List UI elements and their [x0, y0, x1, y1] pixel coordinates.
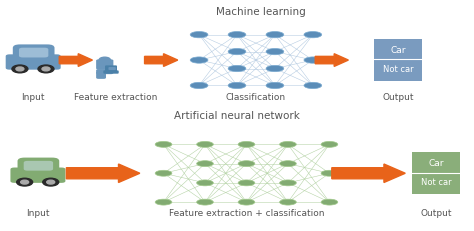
FancyBboxPatch shape	[13, 44, 55, 60]
Ellipse shape	[266, 49, 284, 55]
Ellipse shape	[238, 180, 255, 186]
Ellipse shape	[238, 199, 255, 205]
Text: Not car: Not car	[383, 65, 413, 74]
Text: Output: Output	[420, 209, 452, 218]
FancyBboxPatch shape	[96, 59, 113, 70]
FancyBboxPatch shape	[105, 65, 117, 72]
FancyBboxPatch shape	[24, 161, 53, 171]
Ellipse shape	[190, 31, 208, 38]
FancyBboxPatch shape	[412, 152, 460, 194]
Ellipse shape	[228, 65, 246, 72]
Circle shape	[16, 67, 24, 71]
Ellipse shape	[266, 31, 284, 38]
Ellipse shape	[190, 57, 208, 63]
Text: Car: Car	[391, 46, 406, 55]
Ellipse shape	[155, 170, 172, 176]
Circle shape	[43, 178, 59, 186]
Ellipse shape	[321, 170, 338, 176]
Ellipse shape	[321, 141, 338, 147]
Text: Input: Input	[26, 209, 50, 218]
FancyBboxPatch shape	[103, 70, 118, 74]
Circle shape	[99, 57, 110, 63]
Ellipse shape	[304, 31, 322, 38]
Ellipse shape	[155, 199, 172, 205]
FancyArrow shape	[59, 54, 92, 67]
Circle shape	[42, 67, 50, 71]
Text: Artificial neural network: Artificial neural network	[174, 111, 300, 121]
FancyBboxPatch shape	[19, 48, 48, 58]
Text: Feature extraction: Feature extraction	[74, 94, 158, 103]
Text: Car: Car	[428, 159, 444, 168]
Ellipse shape	[304, 82, 322, 89]
Text: Feature extraction + classification: Feature extraction + classification	[169, 209, 324, 218]
Ellipse shape	[228, 31, 246, 38]
Text: Classification: Classification	[226, 94, 286, 103]
FancyBboxPatch shape	[96, 72, 106, 79]
Circle shape	[17, 178, 33, 186]
FancyBboxPatch shape	[6, 54, 61, 70]
Circle shape	[47, 180, 55, 184]
Text: Input: Input	[21, 94, 45, 103]
Text: Machine learning: Machine learning	[216, 7, 306, 17]
FancyArrow shape	[145, 54, 178, 67]
Ellipse shape	[228, 49, 246, 55]
Ellipse shape	[197, 180, 213, 186]
Text: Not car: Not car	[421, 178, 451, 187]
Ellipse shape	[304, 57, 322, 63]
Ellipse shape	[197, 199, 213, 205]
Ellipse shape	[280, 180, 296, 186]
FancyArrow shape	[315, 54, 348, 67]
Ellipse shape	[238, 141, 255, 147]
Ellipse shape	[321, 199, 338, 205]
Ellipse shape	[228, 82, 246, 89]
Text: Output: Output	[383, 94, 414, 103]
FancyArrow shape	[332, 164, 405, 182]
Circle shape	[38, 65, 54, 73]
FancyBboxPatch shape	[10, 167, 65, 183]
FancyBboxPatch shape	[374, 39, 422, 81]
FancyBboxPatch shape	[18, 158, 59, 173]
Ellipse shape	[280, 199, 296, 205]
Ellipse shape	[238, 161, 255, 167]
Ellipse shape	[197, 141, 213, 147]
FancyArrow shape	[66, 164, 140, 182]
Ellipse shape	[266, 65, 284, 72]
Ellipse shape	[190, 82, 208, 89]
Circle shape	[21, 180, 28, 184]
Ellipse shape	[197, 161, 213, 167]
Ellipse shape	[266, 82, 284, 89]
Ellipse shape	[280, 161, 296, 167]
Ellipse shape	[155, 141, 172, 147]
Ellipse shape	[280, 141, 296, 147]
FancyBboxPatch shape	[96, 69, 113, 74]
FancyBboxPatch shape	[109, 67, 116, 70]
Circle shape	[12, 65, 28, 73]
